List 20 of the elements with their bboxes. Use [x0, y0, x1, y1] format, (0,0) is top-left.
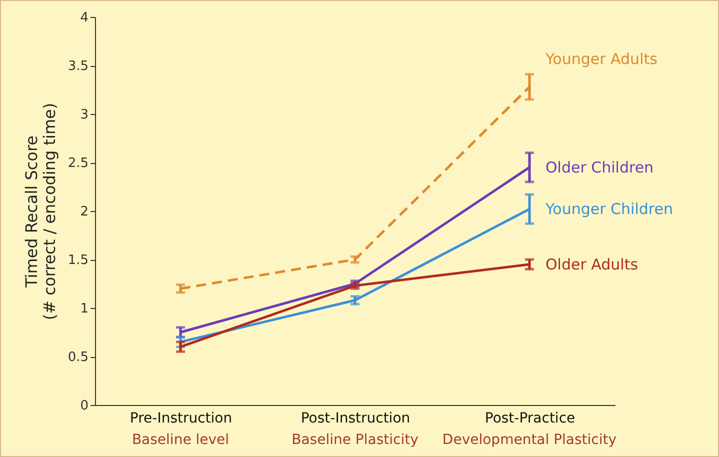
series-label: Older Adults	[545, 255, 638, 274]
y-tick-label: 0.5	[68, 350, 88, 365]
text: Baseline Plasticity	[292, 432, 418, 448]
series-label: Younger Adults	[544, 50, 658, 68]
series-label: Older Children	[545, 158, 654, 176]
y-tick-label: 3.5	[68, 59, 88, 74]
y-tick-label: 3	[80, 108, 88, 122]
y-tick-label: 1.5	[68, 253, 88, 268]
text: Baseline level	[132, 432, 230, 448]
y-tick-label: 1	[80, 302, 88, 316]
y-tick-label: 4	[80, 10, 88, 26]
series-label: Younger Children	[544, 200, 673, 218]
x-tick-label: Post-Practice	[484, 410, 576, 426]
y-tick-label: 0	[80, 398, 88, 414]
y-tick-label: 2	[80, 204, 88, 220]
x-tick-label: Post-Instruction	[300, 410, 410, 426]
text: Developmental Plasticity	[442, 432, 617, 448]
y-axis-title: Timed Recall Score (# correct / encoding time)	[22, 102, 59, 320]
x-tick-label: Pre-Instruction	[130, 410, 232, 426]
y-tick-label: 2.5	[68, 156, 88, 171]
